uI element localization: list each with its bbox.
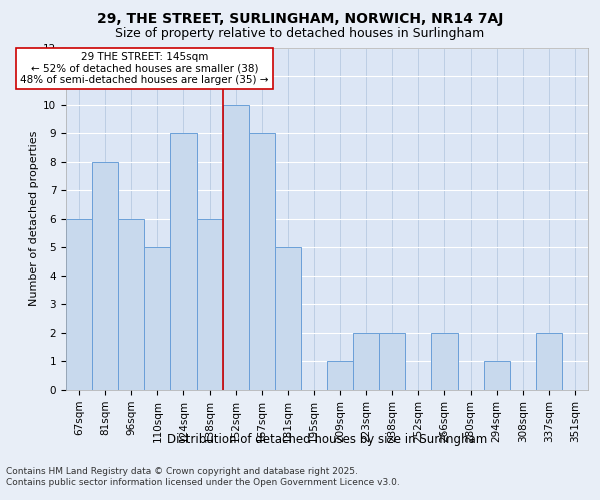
- Bar: [223, 104, 249, 390]
- Bar: [170, 133, 197, 390]
- Text: 29 THE STREET: 145sqm
← 52% of detached houses are smaller (38)
48% of semi-deta: 29 THE STREET: 145sqm ← 52% of detached …: [20, 52, 269, 85]
- Text: Contains HM Land Registry data © Crown copyright and database right 2025.
Contai: Contains HM Land Registry data © Crown c…: [6, 468, 400, 487]
- Bar: [249, 133, 275, 390]
- Bar: [431, 333, 458, 390]
- Bar: [145, 248, 170, 390]
- Text: 29, THE STREET, SURLINGHAM, NORWICH, NR14 7AJ: 29, THE STREET, SURLINGHAM, NORWICH, NR1…: [97, 12, 503, 26]
- Bar: [66, 219, 92, 390]
- Bar: [353, 333, 379, 390]
- Bar: [118, 219, 145, 390]
- Bar: [275, 248, 301, 390]
- Bar: [536, 333, 562, 390]
- Bar: [197, 219, 223, 390]
- Bar: [484, 362, 510, 390]
- Bar: [327, 362, 353, 390]
- Y-axis label: Number of detached properties: Number of detached properties: [29, 131, 39, 306]
- Bar: [92, 162, 118, 390]
- Text: Size of property relative to detached houses in Surlingham: Size of property relative to detached ho…: [115, 28, 485, 40]
- Bar: [379, 333, 406, 390]
- Text: Distribution of detached houses by size in Surlingham: Distribution of detached houses by size …: [167, 432, 487, 446]
